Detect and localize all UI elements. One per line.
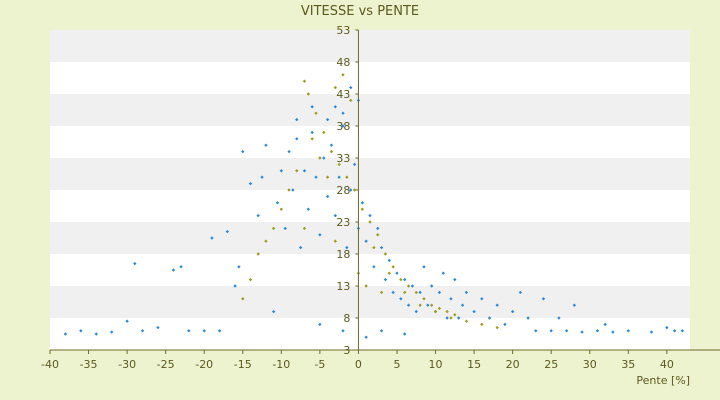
y-tick-label: 28 — [336, 184, 350, 197]
grid-band — [50, 254, 690, 286]
grid-band — [50, 158, 690, 190]
data-point-series-1 — [179, 265, 183, 269]
data-point-series-1 — [79, 329, 83, 333]
x-tick-label: -5 — [314, 358, 325, 371]
grid-band — [50, 126, 690, 158]
data-point-series-2 — [333, 85, 337, 90]
y-tick-label: 8 — [343, 312, 350, 325]
data-point-series-1 — [325, 117, 330, 122]
data-point-series-2 — [295, 169, 299, 173]
y-tick-label: 23 — [336, 216, 350, 229]
y-tick-label: 33 — [336, 152, 350, 165]
data-point-series-2 — [337, 162, 341, 167]
data-point-series-2 — [241, 297, 245, 301]
data-point-series-1 — [310, 130, 314, 135]
x-tick-label: 5 — [393, 358, 400, 371]
grid-band — [50, 286, 690, 318]
chart-title: VITESSE vs PENTE — [301, 4, 419, 19]
y-tick-label: 53 — [336, 24, 350, 37]
x-axis-title: Pente [%] — [636, 374, 690, 387]
x-axis-ticks: -40 -35 -30 -25 -20 -15 -10 -5 0 5 10 15 20 25 30 35 40 — [41, 350, 674, 371]
data-point-series-2 — [287, 188, 291, 192]
grid-band — [50, 62, 690, 94]
data-point-series-1 — [302, 169, 307, 173]
data-point-series-1 — [217, 329, 222, 333]
x-tick-label: 10 — [429, 358, 443, 371]
data-point-series-1 — [171, 268, 176, 272]
y-tick-label: 43 — [336, 88, 350, 101]
data-point-series-2 — [352, 188, 357, 192]
data-point-series-1 — [237, 265, 241, 269]
x-tick-label: -20 — [195, 358, 213, 371]
data-point-series-1 — [341, 111, 345, 115]
data-point-series-1 — [287, 149, 291, 154]
x-tick-label: -35 — [80, 358, 98, 371]
data-point-series-1 — [140, 329, 145, 333]
data-point-series-1 — [248, 181, 253, 186]
data-point-series-1 — [341, 124, 345, 128]
grid-band — [50, 30, 690, 62]
x-tick-label: -40 — [41, 358, 59, 371]
x-tick-label: -10 — [272, 358, 290, 371]
data-point-series-2 — [302, 79, 307, 83]
x-tick-label: -30 — [118, 358, 136, 371]
data-point-series-1 — [233, 284, 237, 288]
y-tick-label: 18 — [336, 248, 350, 261]
data-point-series-2 — [345, 175, 349, 179]
data-point-series-2 — [310, 137, 314, 141]
x-tick-label: 15 — [467, 358, 481, 371]
x-tick-label: -25 — [157, 358, 175, 371]
data-point-series-2 — [279, 207, 284, 211]
data-point-series-1 — [295, 117, 299, 122]
data-point-series-1 — [352, 162, 357, 167]
data-point-series-1 — [210, 236, 214, 240]
x-tick-label: 0 — [355, 358, 362, 371]
data-point-series-1 — [665, 325, 669, 330]
grid-band — [50, 318, 690, 350]
x-tick-label: 25 — [544, 358, 558, 371]
x-tick-label: -15 — [234, 358, 252, 371]
data-point-series-1 — [279, 169, 284, 173]
grid-band — [50, 222, 690, 254]
y-tick-label: 48 — [336, 56, 350, 69]
data-point-series-1 — [133, 261, 137, 266]
data-point-series-1 — [379, 245, 384, 250]
x-tick-label: 20 — [506, 358, 520, 371]
plot-area — [50, 30, 690, 350]
grid-band — [50, 94, 690, 126]
data-point-series-1 — [109, 330, 114, 334]
data-point-series-1 — [329, 143, 334, 147]
data-point-series-1 — [156, 325, 160, 330]
data-point-series-2 — [329, 149, 334, 154]
data-point-series-2 — [306, 92, 311, 96]
data-point-series-2 — [248, 277, 253, 282]
data-point-series-1 — [295, 137, 299, 141]
data-point-series-2 — [314, 111, 318, 115]
data-point-series-1 — [125, 319, 129, 323]
x-tick-label: 40 — [660, 358, 674, 371]
y-tick-label: 3 — [343, 344, 350, 357]
data-point-series-2 — [302, 226, 307, 231]
data-point-series-1 — [310, 105, 314, 109]
data-point-series-1 — [349, 85, 353, 90]
y-tick-label: 13 — [336, 280, 350, 293]
y-tick-label: 38 — [336, 120, 350, 133]
data-point-series-1 — [572, 303, 577, 307]
data-point-series-1 — [260, 175, 264, 179]
data-point-series-2 — [372, 245, 376, 250]
data-point-series-1 — [345, 245, 349, 250]
x-tick-label: 35 — [621, 358, 635, 371]
x-tick-label: 30 — [583, 358, 597, 371]
data-point-series-1 — [187, 329, 191, 333]
data-point-series-1 — [337, 175, 341, 179]
data-point-series-1 — [557, 316, 561, 320]
